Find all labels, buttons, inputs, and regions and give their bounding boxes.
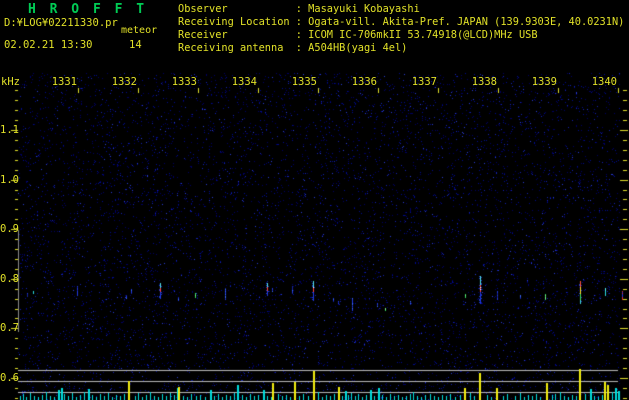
station-info-row: Receiver : ICOM IC-706mkII 53.74918(@LCD… [178,29,538,41]
x-tick-label: 1337 [411,76,437,88]
y-axis-unit-label: kHz [1,76,20,88]
station-info: Observer : Masayuki Kobayashi Receiving L… [178,3,624,55]
app-title: H R O F F T [28,2,148,17]
log-file-path: D:¥LOG¥02211330.pr [4,17,118,29]
x-tick-label: 1332 [111,76,137,88]
y-tick-label: 0.9 [0,223,19,236]
x-tick-label: 1334 [231,76,257,88]
x-tick-label: 1331 [51,76,77,88]
station-info-row: Observer : Masayuki Kobayashi [178,3,420,15]
x-tick-label: 1338 [471,76,497,88]
observation-name: meteor [121,25,158,36]
station-info-row: Receiving Location : Ogata-vill. Akita-P… [178,16,625,28]
y-tick-label: 0.7 [0,322,19,335]
x-tick-label: 1333 [171,76,197,88]
y-tick-label: 0.6 [0,372,19,384]
x-tick-label: 1336 [351,76,377,88]
y-tick-label: 1.0 [0,173,19,186]
x-tick-label: 1340 [591,76,617,88]
y-tick-label: 0.8 [0,272,19,285]
station-info-row: Receiving antenna : A504HB(yagi 4el) [178,42,408,54]
x-tick-label: 1339 [531,76,557,88]
x-tick-label: 1335 [291,76,317,88]
echo-count: 14 [129,39,142,51]
observation-datetime: 02.02.21 13:30 [4,39,93,51]
y-tick-label: 1.1 [0,124,19,136]
